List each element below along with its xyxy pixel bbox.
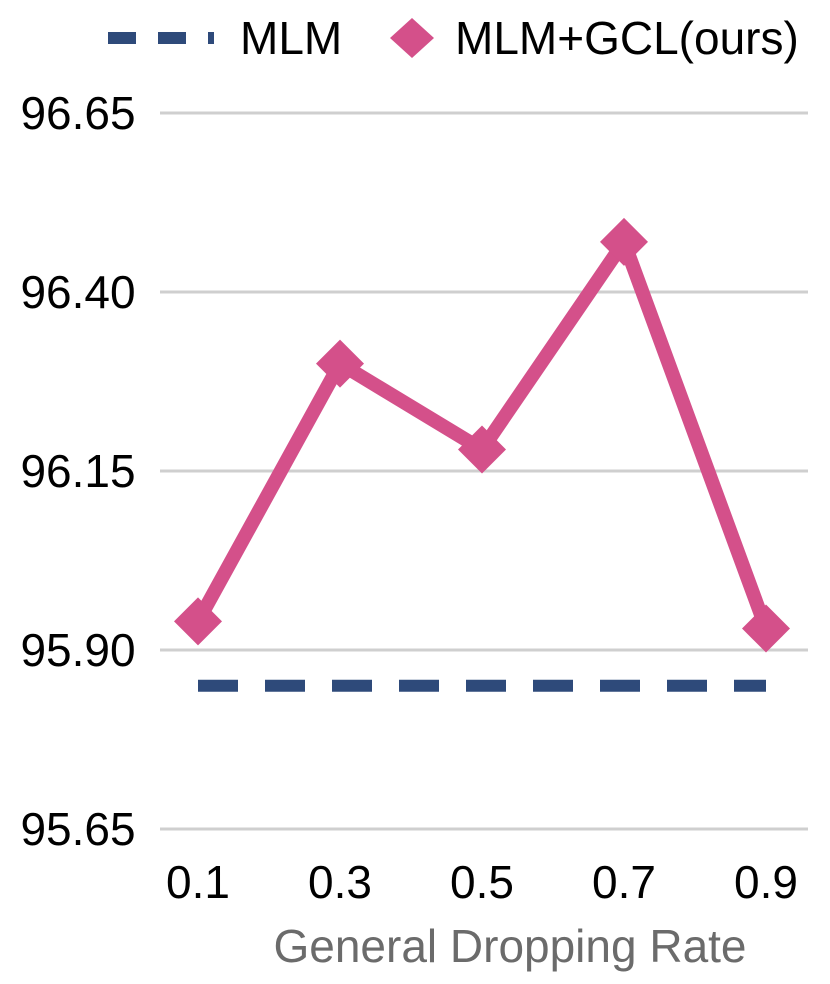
data-point-marker (742, 604, 790, 653)
data-point-marker (458, 425, 506, 474)
x-tick-label: 0.3 (308, 856, 372, 908)
y-tick-label: 96.40 (20, 266, 135, 318)
y-tick-label: 95.65 (20, 803, 135, 855)
y-tick-label: 96.65 (20, 87, 135, 139)
x-tick-label: 0.9 (734, 856, 798, 908)
y-tick-label: 95.90 (20, 624, 135, 676)
y-tick-label: 96.15 (20, 445, 135, 497)
data-point-marker (174, 597, 222, 646)
legend-label-mlm: MLM (240, 12, 342, 64)
data-point-marker (316, 339, 364, 388)
y-axis-ticks: 96.65 96.40 96.15 95.90 95.65 (20, 87, 135, 855)
legend-swatch-mlm-gcl (390, 18, 434, 58)
x-axis-ticks: 0.1 0.3 0.5 0.7 0.9 (166, 856, 798, 908)
legend-label-mlm-gcl: MLM+GCL(ours) (455, 12, 799, 64)
x-tick-label: 0.5 (450, 856, 514, 908)
x-tick-label: 0.7 (592, 856, 656, 908)
x-axis-title: General Dropping Rate (273, 920, 746, 972)
x-tick-label: 0.1 (166, 856, 230, 908)
legend: MLM MLM+GCL(ours) (108, 12, 799, 64)
data-point-marker (600, 217, 648, 266)
series-layer (174, 217, 790, 692)
